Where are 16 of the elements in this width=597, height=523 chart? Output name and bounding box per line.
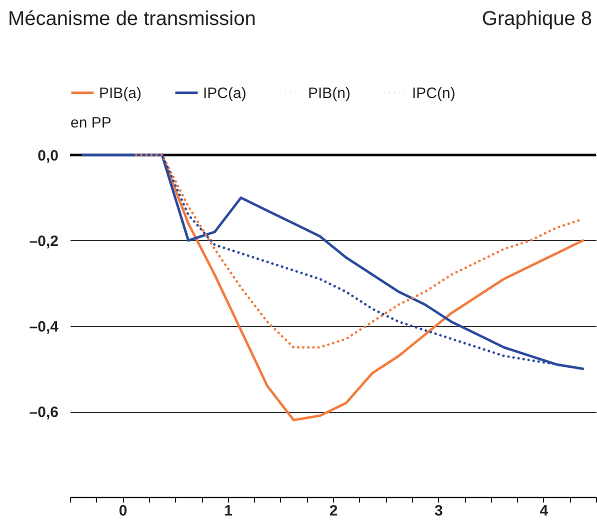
x-tick-label: 4	[540, 502, 549, 520]
x-tick-label: 3	[434, 502, 443, 520]
x-tick-label: 1	[224, 502, 232, 520]
y-axis-title: en PP	[70, 114, 112, 132]
y-tick-label: –0,6	[29, 404, 58, 421]
chart-title: Mécanisme de transmission	[8, 8, 256, 30]
legend-label: PIB(a)	[99, 84, 142, 102]
y-tick-label: –0,4	[29, 318, 60, 336]
legend-label: PIB(n)	[308, 84, 351, 102]
legend-label: IPC(a)	[203, 84, 246, 102]
y-tick-label: 0,0	[38, 148, 58, 164]
x-tick-label: 0	[118, 502, 128, 520]
y-tick-label: –0,2	[29, 233, 58, 250]
text: Graphique 8	[482, 8, 592, 30]
legend-label: IPC(n)	[412, 84, 456, 102]
x-tick-label: 2	[329, 502, 338, 520]
